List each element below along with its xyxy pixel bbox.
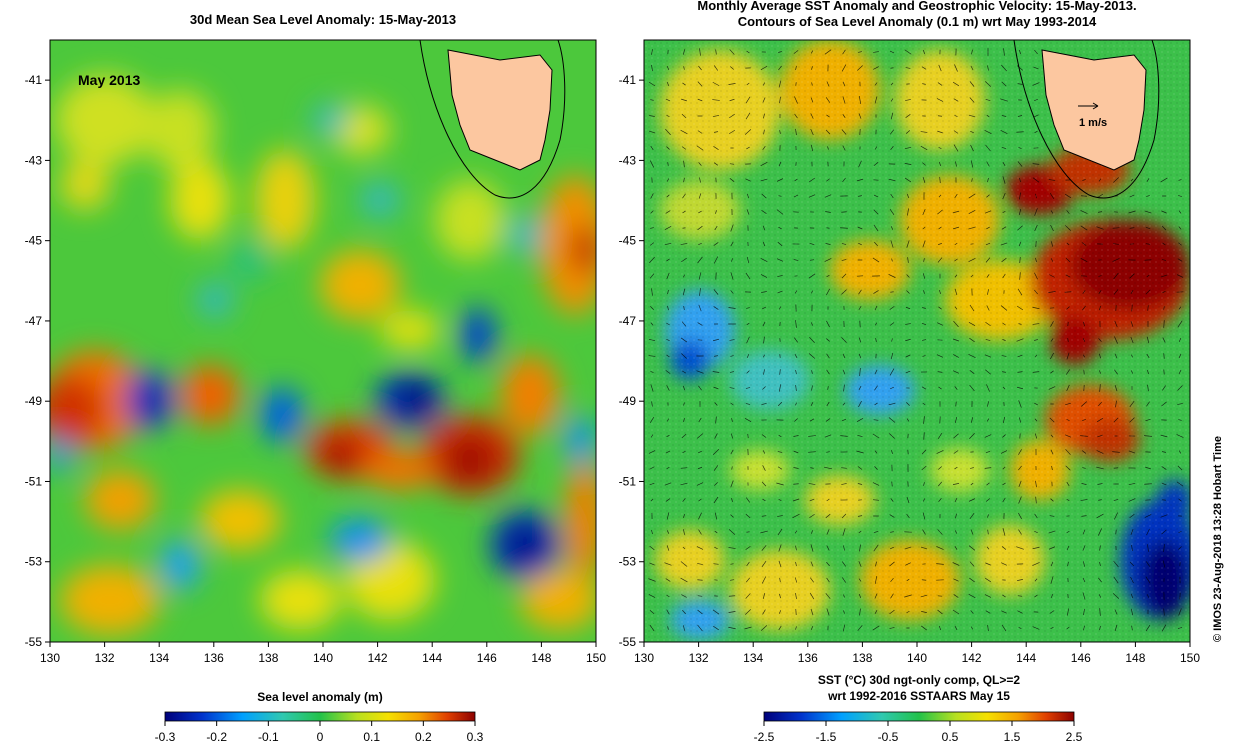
y-tick-label: -53 [619, 555, 637, 569]
y-tick-label: -53 [25, 555, 43, 569]
x-tick-label: 132 [95, 651, 115, 665]
y-tick-label: -43 [619, 153, 637, 167]
y-tick-label: -43 [25, 153, 43, 167]
y-tick-label: -55 [619, 635, 637, 649]
right-colorbar-title-line1: SST (°C) 30d ngt-only comp, QL>=2 [817, 673, 1021, 687]
colorbar-tick-label: 0.5 [942, 730, 959, 744]
y-tick-label: -51 [619, 474, 637, 488]
x-tick-label: 150 [586, 651, 606, 665]
y-tick-label: -41 [25, 73, 43, 87]
x-tick-label: 140 [313, 651, 333, 665]
colorbar-tick-label: 2.5 [1066, 730, 1083, 744]
x-tick-label: 140 [907, 651, 927, 665]
x-tick-label: 132 [689, 651, 709, 665]
velocity-scale-arrow [1078, 102, 1099, 110]
left-map [50, 40, 596, 642]
left-map-axes: -41 -43 -45 -47 -49 -51 -53 -55 130 132 134 136 138 1… [25, 73, 607, 665]
x-tick-label: 130 [40, 651, 60, 665]
right-map [644, 40, 1190, 642]
right-colorbar-title-line2: wrt 1992-2016 SSTAARS May 15 [828, 689, 1010, 703]
credit-text: © IMOS 23-Aug-2018 13:28 Hobart Time [1212, 436, 1224, 642]
right-map-title-line2: Contours of Sea Level Anomaly (0.1 m) wr… [737, 14, 1097, 29]
y-tick-label: -51 [25, 474, 43, 488]
colorbar-tick-label: 0.3 [467, 730, 484, 744]
x-tick-label: 138 [258, 651, 278, 665]
x-tick-label: 134 [149, 651, 169, 665]
right-map-axes: -41 -43 -45 -47 -49 -51 -53 -55 130 132 134 136 138 1… [619, 73, 1201, 665]
y-tick-label: -47 [619, 314, 637, 328]
x-tick-label: 134 [743, 651, 763, 665]
colorbar-tick-label: 0 [317, 730, 324, 744]
velocity-scale-label: 1 m/s [1079, 117, 1108, 129]
y-tick-label: -55 [25, 635, 43, 649]
colorbar-tick-label: 0.2 [415, 730, 432, 744]
x-tick-label: 148 [1125, 651, 1145, 665]
x-tick-label: 142 [962, 651, 982, 665]
x-tick-label: 146 [477, 651, 497, 665]
y-tick-label: -49 [25, 394, 43, 408]
left-colorbar: -0.3 -0.2 -0.1 0 0.1 0.2 0.3 [155, 711, 484, 744]
x-tick-label: 144 [422, 651, 442, 665]
velocity-vectors [648, 48, 1184, 632]
colorbar-tick-label: -0.2 [206, 730, 227, 744]
y-tick-label: -47 [25, 314, 43, 328]
x-tick-label: 136 [798, 651, 818, 665]
x-tick-label: 138 [852, 651, 872, 665]
colorbar-tick-label: 1.5 [1004, 730, 1021, 744]
x-tick-label: 150 [1180, 651, 1200, 665]
y-tick-label: -49 [619, 394, 637, 408]
y-tick-label: -41 [619, 73, 637, 87]
right-colorbar: -2.5 -1.5 -0.5 0.5 1.5 2.5 [754, 711, 1083, 744]
colorbar-tick-label: 0.1 [363, 730, 380, 744]
x-tick-label: 148 [531, 651, 551, 665]
right-map-title-line1: Monthly Average SST Anomaly and Geostrop… [697, 0, 1137, 13]
colorbar-tick-label: -0.3 [155, 730, 176, 744]
y-tick-label: -45 [25, 234, 43, 248]
colorbar-tick-label: -0.1 [258, 730, 279, 744]
x-tick-label: 136 [204, 651, 224, 665]
colorbar-tick-label: -0.5 [878, 730, 899, 744]
colorbar-tick-label: -2.5 [754, 730, 775, 744]
x-tick-label: 144 [1016, 651, 1036, 665]
x-tick-label: 130 [634, 651, 654, 665]
left-map-title: 30d Mean Sea Level Anomaly: 15-May-2013 [189, 12, 457, 27]
right-map-tasmania [1013, 40, 1160, 199]
left-map-inset-label: May 2013 [78, 72, 141, 88]
x-tick-label: 142 [368, 651, 388, 665]
x-tick-label: 146 [1071, 651, 1091, 665]
colorbar-tick-label: -1.5 [816, 730, 837, 744]
left-map-tasmania [419, 40, 566, 199]
y-tick-label: -45 [619, 234, 637, 248]
left-colorbar-title: Sea level anomaly (m) [257, 690, 383, 704]
